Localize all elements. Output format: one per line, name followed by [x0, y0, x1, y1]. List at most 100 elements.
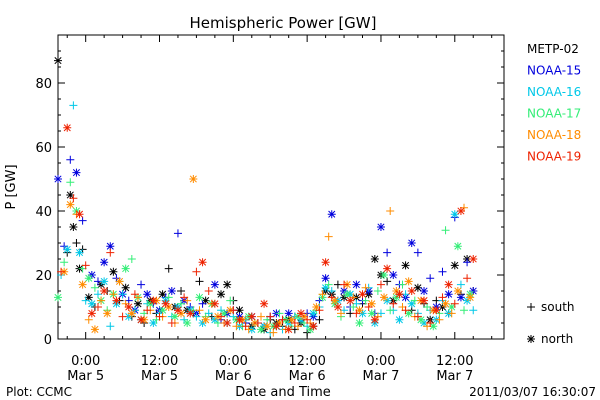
north-point: [133, 299, 142, 308]
x-tick-time: 12:00: [288, 354, 325, 369]
marker-legend-label: south: [541, 300, 575, 314]
north-point: [167, 287, 176, 295]
north-point: [333, 303, 342, 311]
south-point: [60, 258, 69, 267]
north-point: [272, 322, 281, 331]
south-point: [303, 315, 312, 324]
south-point: [463, 274, 472, 283]
north-point: [355, 306, 364, 315]
south-point: [127, 255, 136, 263]
north-point: [321, 283, 330, 292]
south-point: [118, 290, 127, 299]
south-point: [275, 309, 284, 318]
south-point: [386, 306, 395, 315]
north-point: [223, 280, 232, 289]
marker-symbol: [527, 303, 535, 311]
x-tick-time: 0:00: [219, 354, 248, 369]
x-tick-time: 12:00: [141, 354, 178, 369]
north-point: [173, 306, 182, 315]
south-point: [349, 303, 358, 311]
north-point: [296, 309, 305, 318]
south-point: [130, 290, 139, 299]
north-point: [376, 223, 385, 231]
legend-item: NOAA-15: [527, 64, 581, 78]
north-point: [284, 325, 293, 334]
south-point: [253, 319, 262, 327]
south-point: [90, 283, 99, 292]
north-point: [330, 296, 339, 305]
south-point: [441, 226, 450, 235]
north-point: [220, 309, 229, 318]
south-point: [109, 290, 118, 299]
south-point: [180, 293, 189, 302]
south-point: [324, 280, 333, 289]
plot-frame: [57, 34, 505, 340]
y-axis: 0 20 40 60 80: [35, 50, 504, 348]
x-tick-time: 0:00: [366, 354, 395, 369]
south-point: [57, 267, 66, 276]
north-point: [453, 242, 462, 251]
south-point: [340, 280, 349, 289]
south-point: [318, 290, 327, 299]
north-point: [201, 315, 210, 324]
south-point: [413, 312, 422, 321]
north-point: [143, 290, 152, 299]
north-point: [420, 287, 429, 295]
south-point: [352, 309, 361, 318]
north-point: [456, 207, 465, 215]
north-point: [63, 245, 72, 254]
north-point: [189, 175, 198, 183]
x-tick-date: Mar 7: [362, 369, 399, 384]
north-point: [312, 303, 321, 311]
north-point: [115, 277, 124, 286]
south-point: [257, 312, 266, 321]
south-point: [143, 306, 152, 315]
x-tick-time: 12:00: [436, 354, 473, 369]
south-point: [460, 306, 469, 315]
south-point: [164, 264, 173, 273]
south-point: [450, 299, 459, 308]
north-point: [383, 264, 392, 273]
north-point: [429, 322, 438, 331]
south-point: [241, 322, 250, 331]
south-point: [426, 319, 435, 327]
north-point: [370, 255, 379, 263]
y-tick-label: 20: [35, 269, 52, 284]
north-point: [407, 299, 416, 308]
legend-item: METP-02: [527, 42, 579, 56]
north-point: [257, 325, 266, 334]
south-point: [155, 312, 164, 321]
north-point: [210, 280, 219, 289]
south-point: [361, 283, 370, 292]
south-point: [106, 322, 115, 331]
north-point: [456, 293, 465, 302]
north-point: [201, 296, 210, 305]
north-point: [321, 258, 330, 267]
timestamp: 2011/03/07 16:30:07: [469, 385, 596, 399]
south-point: [364, 303, 373, 311]
north-point: [137, 315, 146, 324]
north-point: [441, 299, 450, 308]
north-point: [309, 322, 318, 331]
north-point: [54, 175, 62, 183]
north-point: [444, 280, 453, 289]
north-point: [84, 293, 93, 302]
south-point: [266, 312, 275, 321]
north-point: [198, 258, 207, 267]
north-point: [355, 319, 364, 327]
south-point: [81, 261, 90, 270]
south-point: [66, 178, 75, 187]
south-point: [278, 315, 287, 324]
north-point: [112, 296, 121, 305]
south-point: [315, 306, 324, 315]
north-point: [90, 325, 99, 334]
y-tick-label: 0: [44, 333, 52, 348]
north-point: [100, 287, 109, 295]
north-point: [380, 293, 389, 302]
north-point: [75, 248, 84, 257]
south-point: [177, 299, 186, 308]
north-point: [223, 319, 232, 327]
south-point: [438, 293, 447, 302]
north-point: [450, 210, 459, 219]
